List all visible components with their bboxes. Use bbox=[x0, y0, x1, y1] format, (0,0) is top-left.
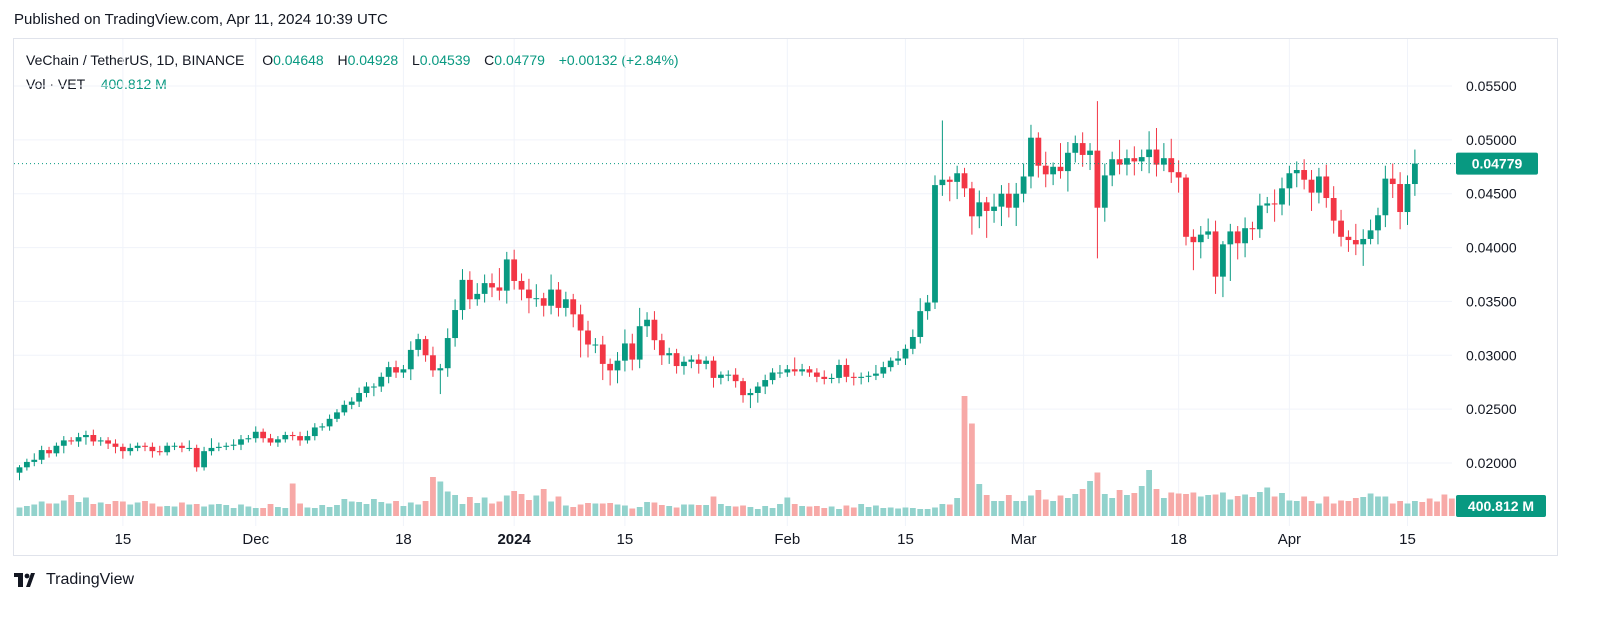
volume-legend: Vol · VET 400.812 M bbox=[26, 76, 167, 92]
published-note: Published on TradingView.com, Apr 11, 20… bbox=[14, 11, 388, 28]
ohlc-legend: VeChain / TetherUS, 1D, BINANCE O0.04648… bbox=[26, 52, 679, 68]
chart-frame bbox=[13, 38, 1558, 556]
footer: TradingView bbox=[14, 571, 134, 589]
high-label: H bbox=[337, 52, 348, 68]
volume-label[interactable]: Vol · VET bbox=[26, 76, 85, 92]
low-value: 0.04539 bbox=[419, 52, 471, 68]
open-value: 0.04648 bbox=[273, 52, 324, 68]
close-value: 0.04779 bbox=[494, 52, 545, 68]
tradingview-logo-icon[interactable] bbox=[14, 573, 40, 587]
footer-brand[interactable]: TradingView bbox=[46, 571, 135, 588]
change-value: +0.00132 (+2.84%) bbox=[558, 52, 679, 68]
close-label: C bbox=[484, 52, 495, 68]
volume-value: 400.812 M bbox=[100, 76, 167, 92]
open-label: O bbox=[262, 52, 274, 68]
low-label: L bbox=[411, 52, 420, 68]
symbol-title[interactable]: VeChain / TetherUS, 1D, BINANCE bbox=[26, 52, 245, 68]
high-value: 0.04928 bbox=[347, 52, 399, 68]
